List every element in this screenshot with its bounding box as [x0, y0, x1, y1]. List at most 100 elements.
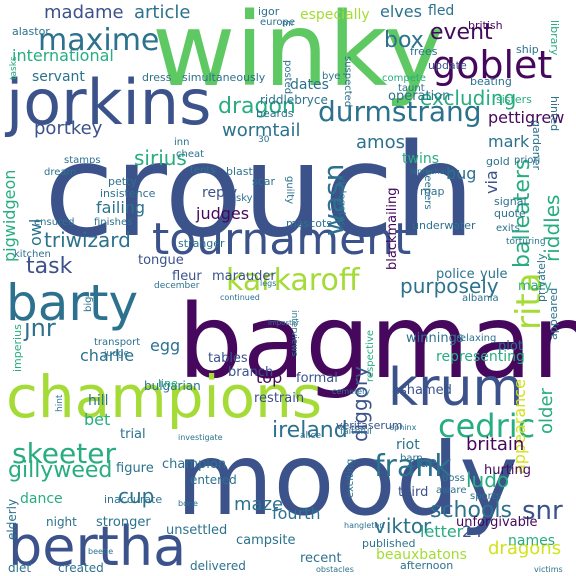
word-wormtail: wormtail — [222, 120, 301, 141]
word-hinted: hinted — [548, 96, 561, 132]
word-insistence: insistence — [100, 187, 156, 200]
word-fourth: fourth — [272, 504, 321, 523]
word-triwizard: triwizard — [44, 228, 131, 252]
word-jorkins: jorkins — [6, 66, 212, 139]
word-transport: transport — [94, 337, 141, 348]
word-purposely: purposely — [400, 274, 499, 298]
word-event: event — [430, 20, 493, 45]
word-judge: judge — [104, 349, 130, 359]
word-via: via — [482, 170, 501, 194]
word-blackmailing: blackmailing — [385, 187, 400, 270]
word-tournament: tournament — [152, 214, 412, 265]
word-bone: bone — [178, 499, 198, 508]
word-boss: boss — [442, 473, 465, 484]
word-legs: legs — [260, 279, 277, 288]
word-library: library — [548, 20, 561, 56]
word-inaccurate: inaccurate — [104, 493, 163, 506]
word-obstacles: obstacles — [316, 565, 354, 574]
word-ireland: ireland — [272, 418, 348, 443]
word-karkaroff: karkaroff — [226, 263, 360, 298]
word-crouch: crouch — [44, 117, 476, 266]
word-dress: dress — [142, 71, 172, 84]
word-elderly: elderly — [5, 498, 19, 540]
word-gold: gold — [486, 155, 510, 168]
word-unsettled: unsettled — [166, 523, 228, 538]
word-top: top — [256, 368, 283, 387]
word-aware: aware — [436, 485, 467, 496]
word-dragon: dragon — [218, 94, 296, 119]
word-continued: continued — [220, 293, 260, 302]
word-interviews: interviews — [289, 310, 299, 357]
word-international: international — [12, 46, 114, 65]
word-bye: bye — [322, 71, 341, 82]
word-ensured: ensured — [34, 217, 75, 228]
word-hangleton: hangleton — [344, 521, 385, 530]
word-mark: mark — [488, 132, 530, 151]
word-ludo: ludo — [466, 468, 510, 492]
word-line: line — [158, 377, 178, 390]
word-trial: trial — [120, 427, 146, 442]
word-tables: tables — [208, 351, 248, 366]
word-underwater: underwater — [412, 219, 476, 232]
word-dates: dates — [290, 77, 329, 93]
word-scar: scar — [252, 175, 276, 188]
word-leprechaun: leprechaun — [410, 167, 455, 176]
word-quote: quote — [494, 207, 526, 220]
word-twins: twins — [402, 151, 439, 167]
word-egg: egg — [150, 336, 181, 355]
word-third: third — [398, 485, 429, 500]
word-operation: operation — [388, 89, 451, 104]
word-krum: krum — [388, 358, 524, 418]
word-skeeter: skeeter — [12, 437, 116, 470]
word-bagman: bagman — [178, 283, 576, 402]
word-fled: fled — [428, 3, 455, 19]
word-judges: judges — [196, 204, 250, 223]
word-jnr: jnr — [24, 314, 56, 342]
word-sphinx: sphinx — [390, 423, 417, 432]
word-amos: amos — [356, 132, 405, 153]
word-maxime: maxime — [38, 23, 160, 58]
word-plot: plot — [498, 339, 523, 354]
word-yule: yule — [480, 267, 508, 282]
word-failing: failing — [96, 198, 146, 217]
word-sisters: sisters — [496, 93, 532, 106]
word-beauxbatons: beauxbatons — [376, 547, 467, 563]
word-riddles: riddles — [540, 194, 564, 262]
word-cheat: cheat — [176, 149, 205, 160]
word-veritaserum: veritaserum — [336, 419, 403, 432]
word-cedric: cedric — [438, 407, 536, 445]
word-campsite: campsite — [236, 533, 296, 548]
word-charlie: charlie — [80, 346, 135, 365]
word-sirius: sirius — [134, 146, 187, 170]
word-frank: frank — [374, 449, 452, 484]
word-letter: letter — [420, 522, 464, 541]
word-marauder: marauder — [212, 269, 276, 284]
word-fleur: fleur — [172, 269, 202, 284]
word-30: 30 — [258, 135, 270, 145]
word-faithful: faithful — [340, 427, 372, 437]
word-britain: britain — [466, 434, 525, 455]
word-europe: europe — [260, 17, 295, 28]
word-alastor: alastor — [12, 25, 50, 38]
word-cemetery: cemetery — [332, 387, 371, 396]
word-cup: cup — [118, 484, 155, 508]
word-dragons: dragons — [488, 538, 562, 559]
word-restrain: restrain — [254, 391, 305, 406]
word-bet: bet — [84, 410, 111, 429]
word-maze: maze — [234, 494, 284, 515]
word-posted: posted — [282, 60, 293, 95]
word-sky: sky — [236, 193, 253, 204]
word-schools: schools — [430, 498, 512, 523]
word-update: update — [428, 59, 467, 72]
word-diet: diet — [8, 561, 32, 575]
word-dream: dream — [44, 167, 77, 178]
word-barty: barty — [6, 274, 139, 332]
word-big: big — [83, 296, 94, 312]
word-elves: elves — [380, 2, 422, 21]
word-mascots: mascots — [286, 217, 333, 230]
word-inn: inn — [174, 137, 190, 148]
word-names: names — [508, 533, 555, 549]
word-map: map — [420, 185, 445, 198]
word-figure: figure — [116, 461, 154, 476]
